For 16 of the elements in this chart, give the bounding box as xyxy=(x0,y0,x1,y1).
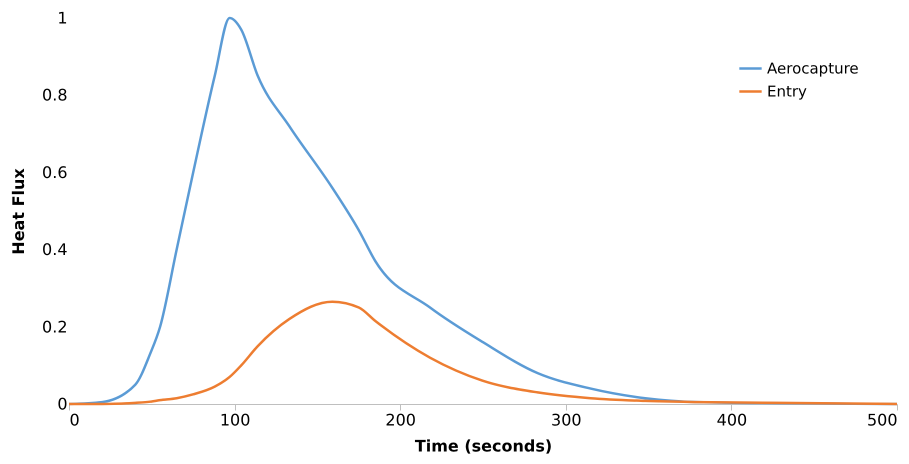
y-tick-label: 0.2 xyxy=(42,317,68,336)
x-tick-label: 0 xyxy=(70,410,80,430)
y-tick-label: 0 xyxy=(57,394,68,414)
x-tick-label: 500 xyxy=(866,410,898,430)
x-tick-label: 400 xyxy=(716,410,748,430)
y-axis-title: Heat Flux xyxy=(9,168,28,255)
legend-label: Aerocapture xyxy=(767,60,859,78)
x-tick-label: 300 xyxy=(551,410,582,430)
y-tick-label: 0.4 xyxy=(42,240,68,260)
x-axis-title: Time (seconds) xyxy=(414,436,552,456)
y-tick-label: 0.8 xyxy=(42,86,68,105)
y-tick-label: 1 xyxy=(57,8,68,28)
legend-label: Entry xyxy=(767,82,808,100)
x-tick-label: 100 xyxy=(220,410,250,430)
x-tick-label: 200 xyxy=(385,410,416,430)
y-tick-label: 0.6 xyxy=(42,162,68,182)
